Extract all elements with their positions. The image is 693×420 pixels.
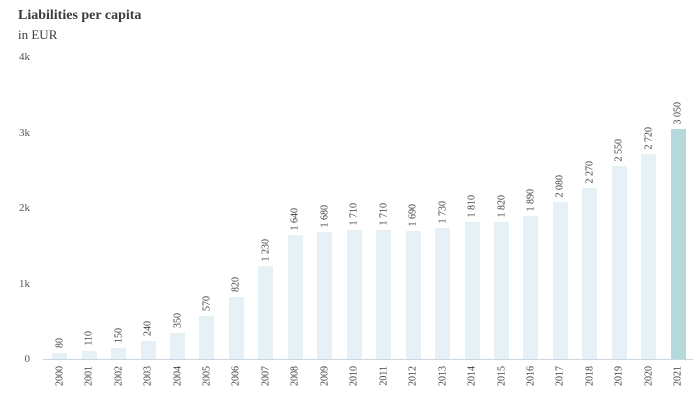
- bar-value-label: 1 710: [378, 202, 390, 226]
- bar-2008[interactable]: [287, 235, 303, 359]
- y-axis-tick-label: 4k: [19, 51, 30, 63]
- bar-cell: 1 710 2011: [369, 57, 398, 386]
- bar-cell: 570 2005: [192, 57, 221, 386]
- bar-2018[interactable]: [582, 188, 598, 359]
- x-axis-tick-label: 2019: [613, 366, 625, 386]
- x-axis-tick-label: 2013: [437, 366, 449, 386]
- bar-2015[interactable]: [494, 222, 510, 359]
- x-axis-tick-label: 2001: [83, 366, 95, 386]
- bar-cell: 1 730 2013: [428, 57, 457, 386]
- bar-value-label: 2 270: [584, 160, 596, 184]
- bar-value-label: 570: [201, 296, 213, 311]
- bar-2016[interactable]: [523, 216, 539, 359]
- bar-2005[interactable]: [199, 316, 215, 359]
- bar-2020[interactable]: [641, 154, 657, 359]
- x-axis-tick-label: 2012: [407, 366, 419, 386]
- x-axis-tick-label: 2020: [643, 366, 655, 386]
- bar-2012[interactable]: [405, 231, 421, 359]
- bar-cell: 150 2002: [104, 57, 133, 386]
- bars-row: 80 2000 110 2001 150 2002 240 2003 350 2004 570 200…: [45, 57, 693, 386]
- bar-2019[interactable]: [611, 166, 627, 359]
- x-axis-tick-label: 2017: [554, 366, 566, 386]
- bar-2000[interactable]: [52, 353, 68, 359]
- bar-cell: 240 2003: [133, 57, 162, 386]
- bar-cell: 110 2001: [74, 57, 103, 386]
- bar-value-label: 1 810: [466, 194, 478, 218]
- bar-cell: 1 230 2007: [251, 57, 280, 386]
- bar-cell: 1 810 2014: [457, 57, 486, 386]
- bar-value-label: 240: [142, 321, 154, 336]
- plot-area: 80 2000 110 2001 150 2002 240 2003 350 2004 570 200…: [43, 57, 693, 386]
- bar-value-label: 150: [113, 328, 125, 343]
- bar-value-label: 1 890: [525, 188, 537, 212]
- bar-value-label: 1 730: [437, 200, 449, 224]
- bar-2013[interactable]: [435, 228, 451, 359]
- bar-value-label: 1 820: [496, 194, 508, 218]
- bar-value-label: 1 680: [319, 204, 331, 228]
- bar-cell: 820 2006: [222, 57, 251, 386]
- bar-value-label: 80: [54, 338, 66, 348]
- bar-cell: 80 2000: [45, 57, 74, 386]
- y-axis-tick-label: 3k: [19, 126, 30, 139]
- bar-value-label: 350: [172, 313, 184, 328]
- bar-2009[interactable]: [317, 232, 333, 359]
- bar-value-label: 1 230: [260, 238, 272, 262]
- bar-value-label: 2 080: [554, 174, 566, 198]
- y-axis: 4k 3k 2k 1k 0: [0, 51, 30, 365]
- bar-2010[interactable]: [346, 230, 362, 359]
- y-axis-tick-label: 2k: [19, 202, 30, 214]
- x-axis-tick-label: 2011: [378, 366, 390, 386]
- bar-value-label: 110: [83, 331, 95, 346]
- bar-cell: 2 080 2017: [546, 57, 575, 386]
- x-axis-tick-label: 2009: [319, 366, 331, 386]
- bar-value-label: 1 640: [289, 207, 301, 231]
- bar-value-label: 1 710: [348, 202, 360, 226]
- y-axis-tick-label: 0: [24, 353, 31, 365]
- x-axis-tick-label: 2002: [113, 366, 125, 386]
- y-axis-tick-label: 1k: [19, 277, 30, 290]
- bar-value-label: 3 050: [672, 101, 684, 125]
- chart-subtitle: in EUR: [18, 27, 58, 42]
- bar-cell: 350 2004: [163, 57, 192, 386]
- bar-cell: 2 270 2018: [575, 57, 604, 386]
- bar-2001[interactable]: [81, 351, 97, 359]
- x-axis-tick-label: 2003: [142, 366, 154, 386]
- bar-2002[interactable]: [111, 348, 127, 359]
- bar-2014[interactable]: [464, 222, 480, 359]
- chart-title: Liabilities per capita: [18, 8, 142, 23]
- bar-2004[interactable]: [170, 333, 186, 359]
- bar-cell: 1 890 2016: [516, 57, 545, 386]
- x-axis-tick-label: 2005: [201, 366, 213, 386]
- bar-value-label: 1 690: [407, 203, 419, 227]
- bar-cell: 2 720 2020: [634, 57, 663, 386]
- bar-2003[interactable]: [140, 341, 156, 359]
- x-axis-tick-label: 2021: [672, 366, 684, 386]
- bar-2007[interactable]: [258, 266, 274, 359]
- bar-2017[interactable]: [552, 202, 568, 359]
- x-axis-tick-label: 2004: [172, 366, 184, 386]
- x-axis-tick-label: 2014: [466, 366, 478, 386]
- bar-value-label: 2 550: [613, 138, 625, 162]
- x-axis-tick-label: 2008: [289, 366, 301, 386]
- bar-2006[interactable]: [228, 297, 244, 359]
- x-axis-tick-label: 2010: [348, 366, 360, 386]
- bar-value-label: 2 720: [643, 126, 655, 150]
- bar-cell: 1 710 2010: [340, 57, 369, 386]
- bar-cell: 2 550 2019: [605, 57, 634, 386]
- x-axis-tick-label: 2000: [54, 366, 66, 386]
- x-axis-tick-label: 2007: [260, 366, 272, 386]
- bar-value-label: 820: [230, 277, 242, 292]
- bar-cell: 1 680 2009: [310, 57, 339, 386]
- bar-2021[interactable]: [670, 129, 686, 359]
- x-axis-tick-label: 2016: [525, 366, 537, 386]
- bar-cell: 1 640 2008: [281, 57, 310, 386]
- x-axis-tick-label: 2018: [584, 366, 596, 386]
- bar-cell: 1 820 2015: [487, 57, 516, 386]
- x-axis-tick-label: 2006: [230, 366, 242, 386]
- bar-cell: 3 050 2021: [664, 57, 693, 386]
- x-axis-tick-label: 2015: [496, 366, 508, 386]
- bar-2011[interactable]: [376, 230, 392, 359]
- bar-cell: 1 690 2012: [398, 57, 427, 386]
